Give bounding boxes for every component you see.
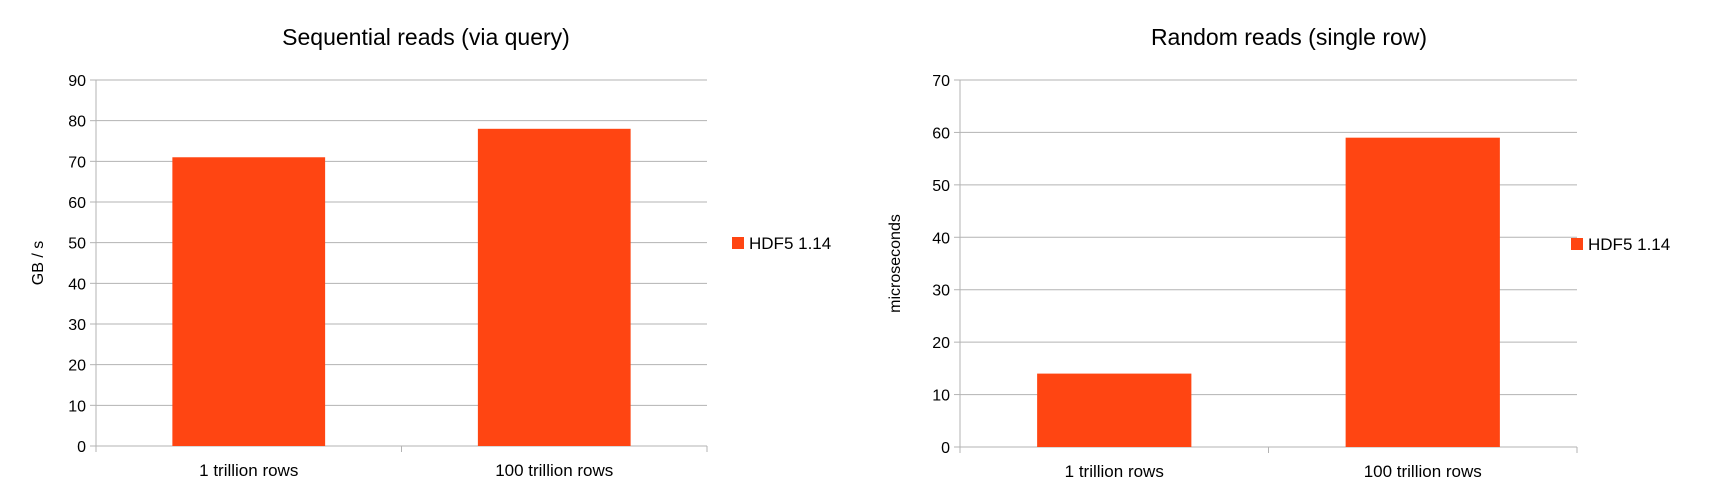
legend-label: HDF5 1.14 — [749, 234, 831, 253]
y-tick-label: 70 — [932, 73, 950, 90]
y-tick-label: 70 — [68, 154, 86, 171]
x-tick-label: 1 trillion rows — [199, 461, 298, 480]
y-tick-label: 40 — [68, 276, 86, 293]
y-tick-label: 40 — [932, 230, 950, 247]
bar — [1345, 137, 1500, 447]
legend-swatch — [1571, 238, 1583, 250]
y-tick-label: 80 — [68, 114, 86, 131]
y-axis-label: GB / s — [30, 241, 47, 285]
x-tick-label: 1 trillion rows — [1065, 462, 1164, 481]
y-tick-label: 0 — [77, 439, 86, 456]
y-tick-label: 10 — [68, 398, 86, 415]
chart-title: Sequential reads (via query) — [282, 24, 570, 50]
y-tick-label: 0 — [941, 440, 950, 457]
y-tick-label: 20 — [932, 335, 950, 352]
y-tick-label: 90 — [68, 73, 86, 90]
y-tick-label: 30 — [68, 317, 86, 334]
bar — [477, 128, 631, 447]
y-tick-label: 60 — [68, 195, 86, 212]
x-tick-label: 100 trillion rows — [1364, 462, 1482, 481]
y-tick-label: 50 — [68, 236, 86, 253]
y-tick-label: 10 — [932, 388, 950, 405]
bar — [1037, 373, 1192, 447]
y-tick-label: 30 — [932, 283, 950, 300]
y-tick-label: 60 — [932, 125, 950, 142]
legend-label: HDF5 1.14 — [1588, 235, 1670, 254]
chart-title: Random reads (single row) — [1151, 24, 1427, 50]
bar — [172, 157, 326, 446]
y-axis-label: microseconds — [887, 214, 904, 313]
y-tick-label: 50 — [932, 178, 950, 195]
x-tick-label: 100 trillion rows — [495, 461, 613, 480]
legend-swatch — [732, 237, 744, 249]
y-tick-label: 20 — [68, 358, 86, 375]
